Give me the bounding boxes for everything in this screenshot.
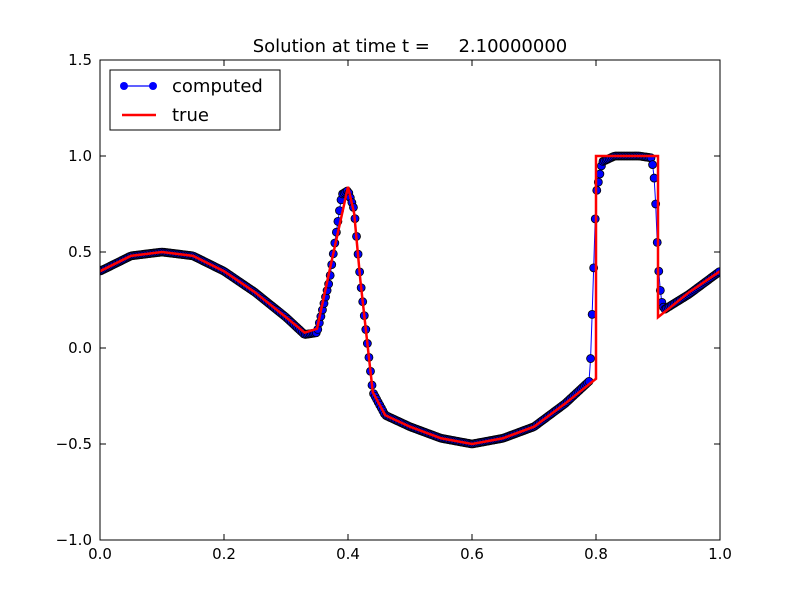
x-tick-label: 0.4 (336, 545, 360, 563)
y-tick-label: 0.0 (68, 339, 92, 357)
computed-point (586, 354, 595, 363)
axes: 0.0 0.2 0.4 0.6 0.8 1.0 −1.0 −0.5 0.0 0.5 1.0 1.5 (56, 51, 732, 563)
plot-area (100, 151, 720, 449)
y-tick-label: −1.0 (56, 531, 92, 549)
x-tick-label: 0.0 (88, 545, 112, 563)
series-true-line (100, 154, 720, 446)
chart-title: Solution at time t = 2.10000000 (253, 36, 568, 57)
legend-computed-label: computed (172, 76, 263, 97)
y-tick-label: −0.5 (56, 435, 92, 453)
legend: computed true (109, 69, 281, 131)
x-tick-label: 1.0 (708, 545, 732, 563)
plot-frame (99, 59, 721, 541)
legend-computed-marker-2 (149, 82, 157, 90)
x-tick-label: 0.8 (584, 545, 608, 563)
y-tick-label: 0.5 (68, 243, 92, 261)
y-tick-label: 1.0 (68, 147, 92, 165)
computed-point (648, 160, 657, 170)
x-tick-label: 0.2 (212, 545, 236, 563)
x-tick-label: 0.6 (460, 545, 484, 563)
legend-box (109, 69, 281, 131)
y-tick-label: 1.5 (68, 51, 92, 69)
legend-true-label: true (172, 105, 209, 126)
legend-computed-marker (120, 82, 128, 90)
